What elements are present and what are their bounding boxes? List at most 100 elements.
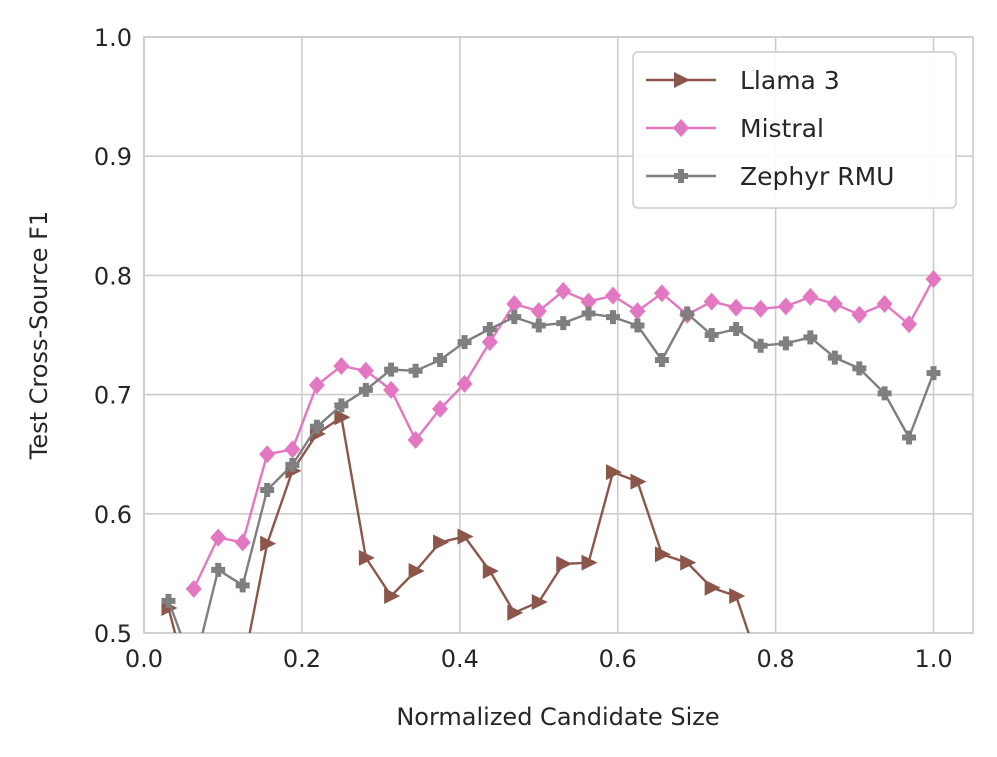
- data-point-zephyr-rmu: [211, 562, 226, 577]
- data-point-llama-3: [334, 409, 351, 426]
- x-tick-label: 0.6: [599, 645, 637, 673]
- data-point-zephyr-rmu: [827, 350, 842, 365]
- legend-marker-llama-3: [674, 72, 690, 88]
- data-point-llama-3: [630, 473, 647, 490]
- data-point-zephyr-rmu: [803, 330, 818, 345]
- x-tick-label: 0.8: [757, 645, 795, 673]
- data-point-mistral: [530, 302, 547, 321]
- data-point-zephyr-rmu: [457, 335, 472, 350]
- data-point-zephyr-rmu: [729, 322, 744, 337]
- data-point-mistral: [234, 533, 251, 552]
- y-tick-label: 0.9: [94, 143, 132, 171]
- data-point-mistral: [876, 295, 893, 314]
- legend-item-llama-3: Llama 3: [646, 66, 840, 95]
- data-point-zephyr-rmu: [433, 353, 448, 368]
- data-point-llama-3: [704, 579, 721, 596]
- data-point-zephyr-rmu: [235, 578, 250, 593]
- data-point-mistral: [604, 286, 621, 305]
- data-point-zephyr-rmu: [778, 336, 793, 351]
- data-point-mistral: [629, 302, 646, 321]
- data-point-llama-3: [680, 554, 697, 571]
- data-point-llama-3: [729, 588, 746, 605]
- data-point-llama-3: [236, 661, 252, 677]
- y-tick-label: 0.6: [94, 501, 132, 529]
- y-tick-label: 0.7: [94, 382, 132, 410]
- data-point-zephyr-rmu: [902, 430, 917, 445]
- data-point-mistral: [506, 295, 523, 314]
- data-point-mistral: [777, 297, 794, 316]
- data-point-zephyr-rmu: [704, 328, 719, 342]
- x-tick-labels: 0.0 0.2 0.4 0.6 0.8 1.0: [125, 645, 953, 673]
- series-mistral: [185, 269, 942, 598]
- legend-item-mistral: Mistral: [646, 114, 824, 143]
- data-point-mistral: [259, 445, 276, 464]
- data-point-zephyr-rmu: [753, 338, 768, 353]
- legend-box: [632, 51, 957, 209]
- data-point-zephyr-rmu: [260, 482, 275, 497]
- x-axis-title: Normalized Candidate Size: [396, 703, 719, 731]
- data-point-zephyr-rmu: [507, 310, 522, 325]
- series-llama-3: [161, 409, 750, 713]
- legend-marker-mistral: [673, 119, 689, 137]
- data-point-zephyr-rmu: [852, 361, 867, 376]
- data-point-zephyr-rmu: [384, 362, 399, 377]
- data-point-llama-3: [187, 697, 203, 713]
- data-point-llama-3: [457, 528, 474, 545]
- data-point-mistral: [580, 292, 597, 311]
- data-point-zephyr-rmu: [556, 316, 571, 331]
- data-point-zephyr-rmu: [358, 382, 373, 397]
- legend-label-mistral: Mistral: [740, 114, 824, 143]
- data-point-mistral: [653, 284, 670, 303]
- series-layer: [161, 269, 942, 713]
- data-point-llama-3: [358, 549, 375, 566]
- data-point-mistral: [357, 361, 374, 380]
- data-point-llama-3: [408, 563, 425, 580]
- data-point-mistral: [925, 269, 942, 288]
- data-point-mistral: [851, 305, 868, 324]
- data-point-mistral: [407, 430, 424, 449]
- data-point-mistral: [752, 299, 769, 318]
- data-point-zephyr-rmu: [531, 318, 546, 333]
- y-tick-label: 0.5: [94, 620, 132, 648]
- x-tick-label: 0.0: [125, 645, 163, 673]
- y-tick-label: 0.8: [94, 262, 132, 290]
- data-point-mistral: [826, 295, 843, 314]
- data-point-mistral: [308, 376, 325, 395]
- data-point-mistral: [802, 287, 819, 306]
- data-point-mistral: [383, 380, 400, 399]
- data-point-llama-3: [507, 604, 524, 621]
- y-axis-title: Test Cross-Source F1: [25, 211, 53, 460]
- data-point-mistral: [210, 528, 227, 547]
- data-point-zephyr-rmu: [334, 398, 349, 413]
- data-point-llama-3: [605, 464, 622, 481]
- data-point-zephyr-rmu: [408, 363, 423, 378]
- data-point-llama-3: [384, 588, 401, 605]
- data-point-llama-3: [654, 546, 671, 563]
- data-point-zephyr-rmu: [581, 306, 596, 321]
- plot-frame: [143, 36, 974, 634]
- data-point-zephyr-rmu: [877, 386, 892, 401]
- data-point-zephyr-rmu: [654, 353, 669, 368]
- data-point-zephyr-rmu: [309, 419, 324, 434]
- legend-marker-zephyr-rmu: [674, 169, 688, 183]
- data-point-zephyr-rmu: [482, 322, 497, 337]
- x-tick-label: 1.0: [914, 645, 952, 673]
- legend-item-zephyr-rmu: Zephyr RMU: [646, 162, 894, 191]
- data-point-mistral: [901, 315, 918, 334]
- y-tick-labels: 0.5 0.6 0.7 0.8 0.9 1.0: [94, 24, 132, 648]
- y-tick-label: 1.0: [94, 24, 132, 52]
- data-point-mistral: [728, 298, 745, 317]
- data-point-mistral: [432, 399, 449, 418]
- data-point-zephyr-rmu: [680, 306, 695, 321]
- data-point-llama-3: [581, 554, 598, 571]
- data-point-mistral: [481, 333, 498, 352]
- legend: Llama 3 Mistral Zephyr RMU: [632, 51, 957, 209]
- data-point-llama-3: [433, 534, 450, 551]
- data-point-zephyr-rmu: [187, 662, 201, 676]
- x-tick-label: 0.4: [441, 645, 479, 673]
- data-point-zephyr-rmu: [161, 593, 176, 608]
- data-point-zephyr-rmu: [285, 457, 300, 472]
- data-point-zephyr-rmu: [630, 318, 645, 333]
- legend-label-llama-3: Llama 3: [740, 66, 840, 95]
